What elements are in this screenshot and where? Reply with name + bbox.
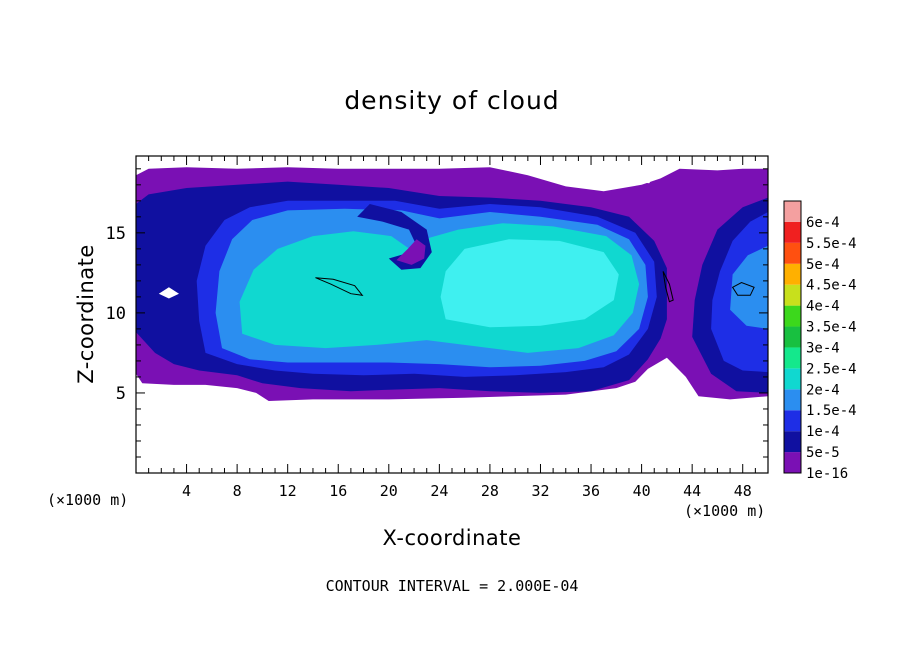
colorbar-label: 3e-4 bbox=[806, 340, 840, 356]
x-tick-label: 36 bbox=[582, 482, 600, 500]
colorbar-label: 3.5e-4 bbox=[806, 320, 857, 336]
x-tick-label: 40 bbox=[633, 482, 651, 500]
cloud-gap-top-1 bbox=[527, 156, 573, 179]
colorbar-swatch bbox=[784, 389, 801, 411]
colorbar-label: 1.5e-4 bbox=[806, 403, 857, 419]
colorbar-swatch bbox=[784, 347, 801, 369]
x-axis-label: X-coordinate bbox=[382, 526, 522, 550]
colorbar-swatch bbox=[784, 452, 801, 473]
contour-interval-note: CONTOUR INTERVAL = 2.000E-04 bbox=[325, 577, 579, 595]
colorbar-label: 1e-4 bbox=[806, 424, 840, 440]
colorbar-label: 6e-4 bbox=[806, 215, 840, 231]
x-tick-label: 20 bbox=[380, 482, 398, 500]
x-tick-label: 16 bbox=[329, 482, 347, 500]
colorbar-swatch bbox=[784, 284, 801, 306]
colorbar-label: 4e-4 bbox=[806, 299, 840, 315]
colorbar-swatch bbox=[784, 431, 801, 453]
x-ticks: 4 8 12 16 20 24 28 32 36 40 44 48 bbox=[148, 156, 756, 500]
x-unit-label-right: (×1000 m) bbox=[684, 502, 766, 520]
colorbar-label: 2e-4 bbox=[806, 382, 840, 398]
x-tick-label: 24 bbox=[430, 482, 448, 500]
colorbar-swatch bbox=[784, 368, 801, 390]
x-tick-label: 12 bbox=[279, 482, 297, 500]
colorbar-label: 5.5e-4 bbox=[806, 236, 857, 252]
colorbar-swatch bbox=[784, 242, 801, 264]
colorbar: 1e-16 5e-5 1e-4 1.5e-4 2e-4 2.5e-4 3e-4 3.5e-4 4… bbox=[783, 200, 857, 482]
cloud-gap-top-2 bbox=[563, 170, 619, 188]
colorbar-swatch bbox=[784, 263, 801, 285]
cloud-gap-top-3 bbox=[635, 170, 657, 184]
y-tick-label: 5 bbox=[116, 384, 126, 404]
colorbar-label: 5e-4 bbox=[806, 257, 840, 273]
y-ticks: 5 10 15 bbox=[106, 168, 768, 458]
colorbar-swatch bbox=[784, 326, 801, 348]
colorbar-frame bbox=[783, 200, 802, 474]
x-tick-label: 4 bbox=[182, 482, 191, 500]
x-tick-label: 32 bbox=[531, 482, 549, 500]
colorbar-label: 1e-16 bbox=[806, 466, 848, 482]
cloud-density-field bbox=[136, 156, 768, 401]
cloud-gap-left bbox=[158, 287, 179, 299]
x-unit-label-left: (×1000 m) bbox=[47, 491, 129, 509]
y-tick-label: 15 bbox=[106, 224, 126, 244]
colorbar-swatch bbox=[784, 410, 801, 432]
contour-line-3 bbox=[731, 281, 755, 296]
y-tick-label: 10 bbox=[106, 304, 126, 324]
colorbar-label: 4.5e-4 bbox=[806, 278, 857, 294]
colorbar-swatch bbox=[784, 221, 801, 243]
contour-line-1 bbox=[315, 277, 364, 296]
colorbar-label: 5e-5 bbox=[806, 445, 840, 461]
cloud-region-inner-right bbox=[730, 245, 768, 329]
colorbar-swatch bbox=[784, 305, 801, 327]
x-tick-label: 44 bbox=[683, 482, 701, 500]
x-tick-label: 28 bbox=[481, 482, 499, 500]
x-tick-label: 48 bbox=[734, 482, 752, 500]
cloud-region-peak bbox=[440, 239, 619, 328]
colorbar-swatch bbox=[784, 201, 801, 222]
colorbar-label: 2.5e-4 bbox=[806, 361, 857, 377]
contour-line-2 bbox=[662, 271, 674, 303]
x-tick-label: 8 bbox=[233, 482, 242, 500]
chart-title: density of cloud bbox=[344, 86, 560, 115]
cloud-vortex-core bbox=[396, 239, 426, 265]
